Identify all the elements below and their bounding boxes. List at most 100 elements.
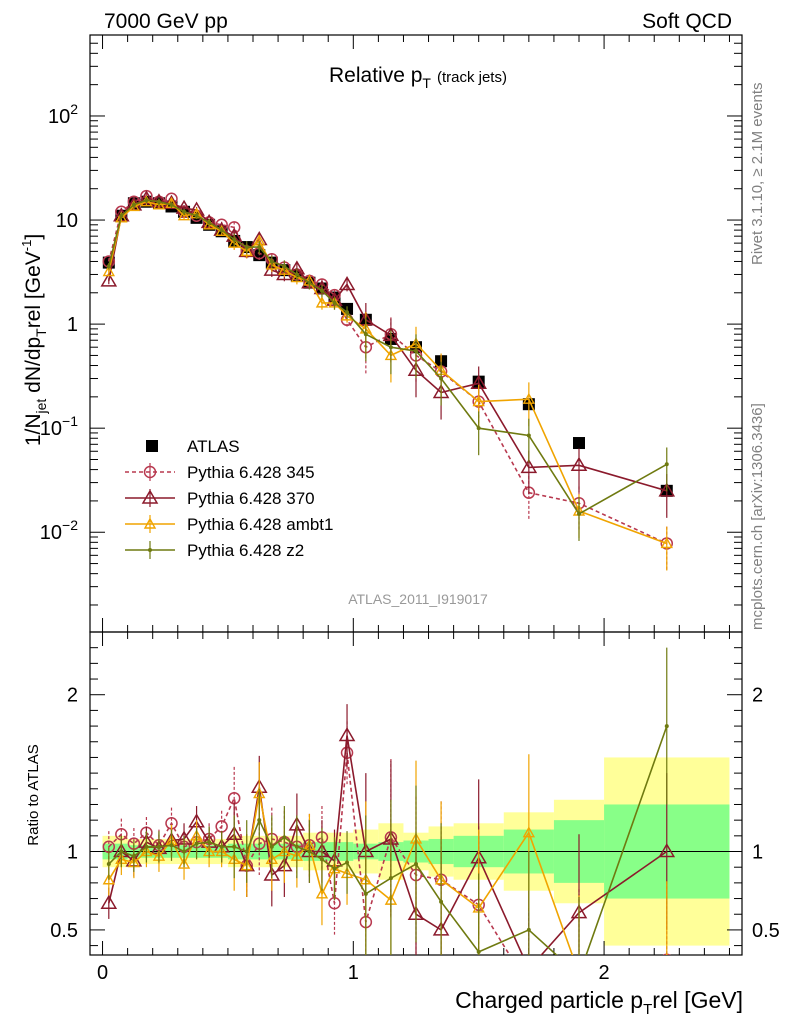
data-point [144,198,149,203]
ratio-data-point [244,849,249,854]
data-point [414,349,418,354]
ratio-panel: Ratio to ATLAS 0 1 2 0.5 0.5 1 1 2 2 [25,631,780,984]
legend-item-4: Pythia 6.428 z2 [125,541,304,560]
ratio-data-point [476,949,481,954]
data-point [658,482,676,497]
ratio-data-point [414,862,418,867]
ratio-data-point [207,840,212,845]
legend-marker [148,548,152,552]
data-point [307,280,312,285]
ratio-data-point [257,818,262,823]
ratio-data-point [574,962,585,973]
ratio-data-point [522,962,536,974]
y-label-part-0: 1/N [22,413,45,446]
data-point [182,209,187,214]
legend-marker [146,440,158,452]
legend-marker [141,489,159,504]
data-point [526,433,531,438]
data-point [219,228,224,233]
legend-marker [143,465,157,479]
ratio-data-point [294,844,299,849]
ratio-y-tick-label-2: 2 [67,685,78,707]
data-point [472,395,485,407]
ratio-series-line-2 [108,793,574,955]
series-line-4 [108,199,668,515]
data-point [257,245,262,250]
ratio-data-point [665,953,668,955]
legend-label-4: Pythia 6.428 z2 [187,541,304,560]
y-tick-exp-3: −1 [62,413,78,429]
data-point [439,376,444,381]
data-point [215,224,228,236]
ratio-data-point [156,844,161,849]
legend-item-0: ATLAS [146,437,240,456]
y-label-part-3: T [33,328,49,337]
data-point [345,310,350,315]
ratio-data-point [131,854,136,859]
x-label-sub: T [643,1001,652,1018]
data-point [522,392,536,404]
data-point [207,220,212,225]
data-point [577,511,581,516]
x-tick-label-1: 1 [348,962,359,984]
data-point [131,202,136,207]
data-point [156,199,161,204]
data-point [570,456,588,472]
header-category-label: Soft QCD [642,10,732,33]
ratio-data-point [307,849,312,854]
data-point [115,211,128,223]
ratio-data-point [526,927,531,932]
ratio-data-point [144,844,149,849]
x-label-suffix: rel [GeV] [652,987,743,1013]
data-point [338,276,356,291]
ratio-data-point [182,849,187,854]
data-point [100,272,118,287]
ratio-y-tick-label-right-2: 2 [752,685,763,707]
ratio-data-point [338,726,356,742]
y-tick-label-4: 10−2 [40,517,78,544]
y-tick-exp-0: 2 [70,101,78,117]
ratio-data-point [574,969,584,978]
ratio-data-point [106,862,111,867]
data-point [152,198,166,210]
data-point [169,202,174,207]
ratio-series-3 [106,647,669,977]
ratio-data-point [315,887,329,899]
ratio-data-point [177,857,191,869]
data-point [520,458,538,474]
legend-label-0: ATLAS [187,437,240,456]
y-tick-base-0: 10 [48,106,70,128]
ratio-data-point [232,844,237,849]
data-point [177,209,191,221]
data-point [660,537,673,549]
series-4 [106,197,669,541]
legend-item-2: Pythia 6.428 370 [125,489,315,508]
ratio-data-point [522,826,536,838]
ratio-data-point [439,899,444,904]
data-point [332,300,337,305]
data-point [240,244,253,257]
ratio-data-point [363,891,368,896]
data-point [476,426,481,431]
data-point [664,462,669,467]
data-point [163,194,180,210]
ratio-data-point [577,973,581,977]
ratio-data-point [319,857,324,862]
rivet-version-label: Rivet 3.1.10, ≥ 2.1M events [749,83,766,266]
data-point [573,437,585,450]
y-tick-label-2: 1 [67,314,78,336]
ratio-data-point [332,866,337,871]
data-point [102,265,115,277]
y-tick-exp-4: −2 [62,517,78,533]
y-tick-base-3: 10 [40,418,62,440]
ratio-data-point [102,873,115,885]
data-point [106,264,111,269]
x-axis-label: Charged particle pTrel [GeV] [455,987,743,1018]
data-point [194,213,199,218]
ratio-y-tick-label-right-1: 1 [752,842,763,864]
main-title-text: Relative p [329,64,422,87]
ratio-data-point [219,844,224,849]
ratio-data-point [119,849,124,854]
x-tick-label-2: 2 [599,962,610,984]
y-tick-label-3: 10−1 [40,413,78,440]
